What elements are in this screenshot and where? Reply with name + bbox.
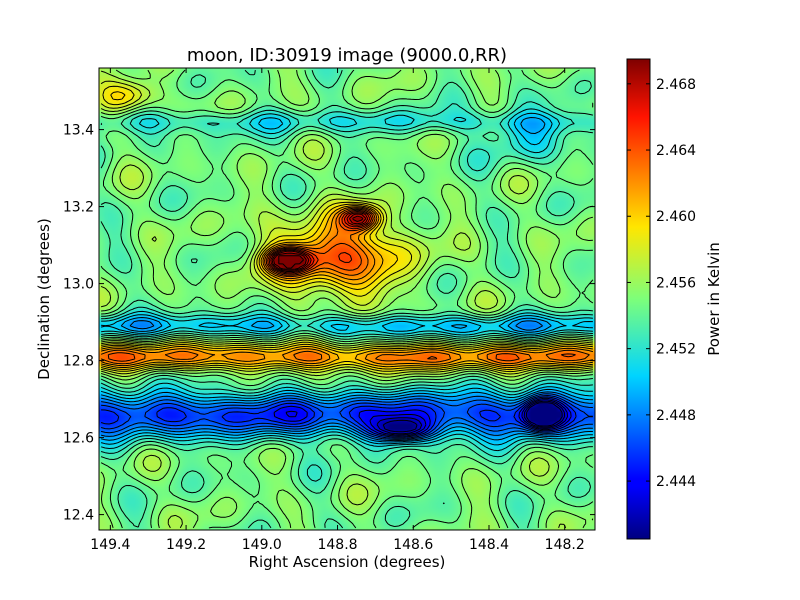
contour-level xyxy=(100,69,594,529)
x-tick-label: 149.4 xyxy=(90,537,130,553)
x-axis-label: Right Ascension (degrees) xyxy=(249,553,446,571)
contour-level xyxy=(285,399,568,436)
plot-frame xyxy=(98,67,596,531)
colorbar-tick-label: 2.448 xyxy=(656,408,696,424)
contour-level xyxy=(382,402,563,433)
x-tick-label: 148.6 xyxy=(393,537,433,553)
contour-level xyxy=(107,208,576,362)
x-tick-label: 148.2 xyxy=(545,537,585,553)
heatmap-image xyxy=(99,68,595,530)
y-axis: 12.4 12.6 12.8 13.0 13.2 13.4 xyxy=(63,123,595,524)
y-tick-label: 13.0 xyxy=(63,277,94,293)
colorbar-label: Power in Kelvin xyxy=(705,242,723,356)
x-tick-label: 149.2 xyxy=(166,537,206,553)
contour-level xyxy=(278,255,304,269)
y-tick-label: 12.4 xyxy=(63,508,94,524)
colorbar-tick-label: 2.444 xyxy=(656,474,696,490)
x-tick-label: 148.4 xyxy=(469,537,509,553)
contour-level xyxy=(268,211,371,274)
colorbar-tick-label: 2.452 xyxy=(656,342,696,358)
contour-level xyxy=(270,212,369,272)
contour-level xyxy=(100,393,593,440)
contour-level xyxy=(100,112,593,446)
contour-level xyxy=(376,400,566,435)
colorbar-tick-label: 2.468 xyxy=(656,77,696,93)
colorbar-tick-label: 2.456 xyxy=(656,275,696,291)
y-tick-label: 12.8 xyxy=(63,354,94,370)
contour-level xyxy=(100,320,593,442)
contour-level xyxy=(273,397,572,437)
y-tick-label: 13.2 xyxy=(63,200,94,216)
contour-level xyxy=(100,108,593,452)
contour-level xyxy=(100,207,590,365)
y-axis-label: Declination (degrees) xyxy=(35,218,53,380)
colorbar-tick-label: 2.464 xyxy=(656,143,696,159)
contour-level xyxy=(100,206,594,367)
contour-level xyxy=(100,80,593,375)
y-tick-label: 13.4 xyxy=(63,123,94,139)
x-tick-label: 149.0 xyxy=(242,537,282,553)
contour-level xyxy=(100,69,594,529)
contour-level xyxy=(100,396,577,438)
contour-lines xyxy=(100,69,594,529)
contour-level xyxy=(100,69,594,529)
x-tick-label: 148.8 xyxy=(317,537,357,553)
contour-level xyxy=(100,85,593,373)
colorbar-gradient xyxy=(626,58,651,540)
plot-area xyxy=(98,67,596,531)
contour-level xyxy=(100,70,593,529)
contour-level xyxy=(273,215,364,270)
y-tick-label: 12.6 xyxy=(63,431,94,447)
x-axis: 149.4 149.2 149.0 148.8 148.6 148.4 148.2 xyxy=(90,68,585,553)
colorbar-tick-label: 2.460 xyxy=(656,209,696,225)
contour-level xyxy=(100,395,593,439)
contour-level xyxy=(271,213,367,271)
chart-title: moon, ID:30919 image (9000.0,RR) xyxy=(187,45,507,66)
colorbar: 2.444 2.448 2.452 2.456 2.460 2.464 2.468 Powe… xyxy=(626,58,723,540)
contour-level xyxy=(100,205,593,369)
contour-level xyxy=(100,91,593,371)
contour-level xyxy=(100,117,593,443)
colorbar-ticks: 2.444 2.448 2.452 2.456 2.460 2.464 2.468 xyxy=(627,77,696,490)
contour-level xyxy=(267,209,373,275)
contour-level xyxy=(100,101,593,482)
